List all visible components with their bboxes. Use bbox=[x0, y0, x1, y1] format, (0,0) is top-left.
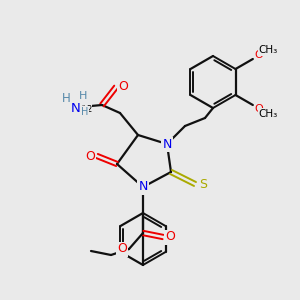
Text: N: N bbox=[162, 137, 172, 151]
Text: N: N bbox=[69, 100, 78, 113]
Text: O: O bbox=[254, 103, 263, 113]
Text: 2: 2 bbox=[86, 104, 91, 113]
Text: CH₃: CH₃ bbox=[259, 109, 278, 119]
Text: O: O bbox=[254, 50, 263, 61]
Text: S: S bbox=[199, 178, 207, 190]
Text: CH₃: CH₃ bbox=[259, 45, 278, 55]
Text: O: O bbox=[118, 80, 128, 94]
Text: H: H bbox=[81, 107, 89, 117]
Text: O: O bbox=[117, 242, 127, 256]
Text: O: O bbox=[165, 230, 175, 244]
Text: O: O bbox=[85, 149, 95, 163]
Text: H: H bbox=[61, 92, 70, 106]
Text: H: H bbox=[79, 91, 87, 101]
Text: N: N bbox=[138, 181, 148, 194]
Text: N: N bbox=[71, 101, 81, 115]
